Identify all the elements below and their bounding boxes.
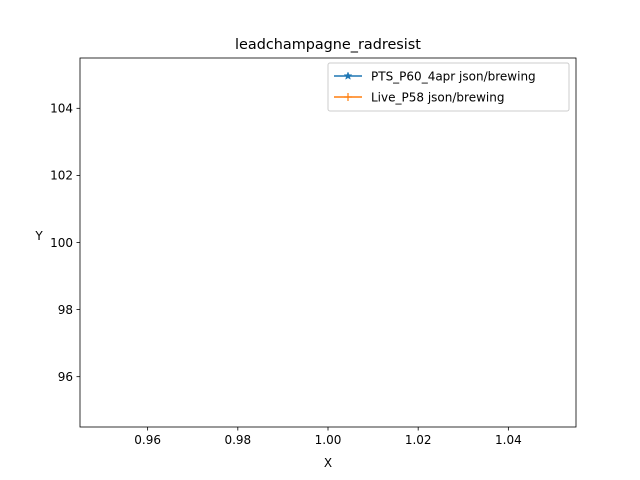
x-tick-label: 0.98 xyxy=(224,433,251,447)
x-tick-label: 1.04 xyxy=(495,433,522,447)
chart-title: leadchampagne_radresist xyxy=(235,37,421,53)
legend-entry-label: PTS_P60_4apr json/brewing xyxy=(371,69,536,83)
y-tick-label: 96 xyxy=(58,370,73,384)
y-axis: 96 98 100 102 104 xyxy=(50,102,80,384)
x-tick-label: 1.00 xyxy=(315,433,342,447)
x-axis-label: X xyxy=(324,456,332,470)
y-tick-label: 102 xyxy=(50,169,73,183)
legend-entry-label: Live_P58 json/brewing xyxy=(371,90,504,104)
y-axis-label: Y xyxy=(34,229,43,243)
legend: PTS_P60_4apr json/brewing Live_P58 json/b… xyxy=(327,62,570,112)
y-tick-label: 104 xyxy=(50,102,73,116)
x-tick-label: 0.96 xyxy=(134,433,161,447)
legend-marker-star-icon xyxy=(343,71,353,80)
x-axis: 0.96 0.98 1.00 1.02 1.04 xyxy=(134,427,522,447)
y-tick-label: 100 xyxy=(50,236,73,250)
legend-marker-plus-icon xyxy=(344,93,352,101)
x-tick-label: 1.02 xyxy=(405,433,432,447)
legend-box xyxy=(327,62,570,112)
y-tick-label: 98 xyxy=(58,303,73,317)
